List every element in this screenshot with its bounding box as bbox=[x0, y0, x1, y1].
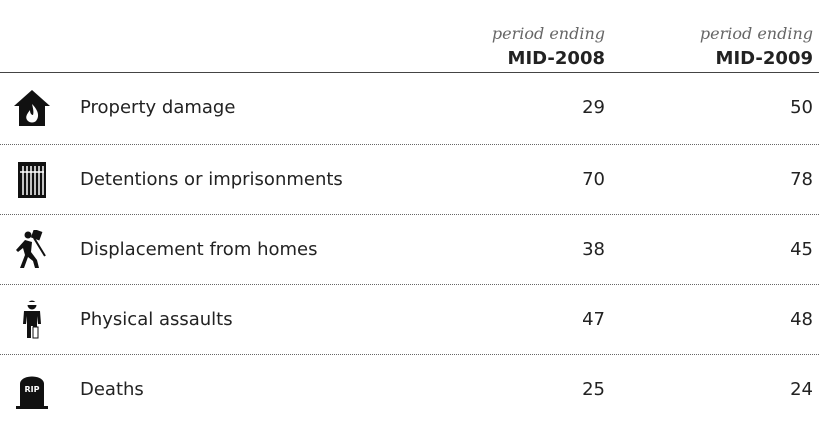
row-value: 45 bbox=[790, 239, 813, 260]
row-label: Property damage bbox=[80, 97, 236, 118]
table-row: Displacement from homes 38 45 bbox=[0, 215, 819, 285]
row-value: 38 bbox=[582, 239, 605, 260]
row-value: 25 bbox=[582, 379, 605, 400]
tombstone-text: RIP bbox=[25, 385, 40, 394]
row-value: 70 bbox=[582, 169, 605, 190]
row-value: 24 bbox=[790, 379, 813, 400]
header-rule bbox=[0, 72, 819, 73]
column-caption: period ending bbox=[699, 24, 813, 43]
row-separator bbox=[0, 284, 819, 285]
table-row: Detentions or imprisonments 70 78 bbox=[0, 145, 819, 215]
row-label: Detentions or imprisonments bbox=[80, 169, 343, 190]
table-row: Property damage 29 50 bbox=[0, 73, 819, 143]
injured-person-icon bbox=[23, 300, 41, 339]
table-row: RIP Deaths 25 24 bbox=[0, 355, 819, 425]
row-separator bbox=[0, 214, 819, 215]
row-value: 48 bbox=[790, 309, 813, 330]
row-value: 50 bbox=[790, 97, 813, 118]
row-separator bbox=[0, 354, 819, 355]
displaced-person-icon bbox=[16, 230, 46, 268]
row-value: 78 bbox=[790, 169, 813, 190]
row-label: Deaths bbox=[80, 379, 144, 400]
row-label: Displacement from homes bbox=[80, 239, 318, 260]
column-period: MID-2008 bbox=[507, 48, 605, 69]
tombstone-icon: RIP bbox=[16, 376, 48, 409]
prison-icon bbox=[18, 162, 46, 198]
house-fire-icon bbox=[14, 90, 50, 126]
row-separator bbox=[0, 144, 819, 145]
row-value: 47 bbox=[582, 309, 605, 330]
column-period: MID-2009 bbox=[715, 48, 813, 69]
table-row: Physical assaults 47 48 bbox=[0, 285, 819, 355]
column-caption: period ending bbox=[491, 24, 605, 43]
row-value: 29 bbox=[582, 97, 605, 118]
row-label: Physical assaults bbox=[80, 309, 233, 330]
